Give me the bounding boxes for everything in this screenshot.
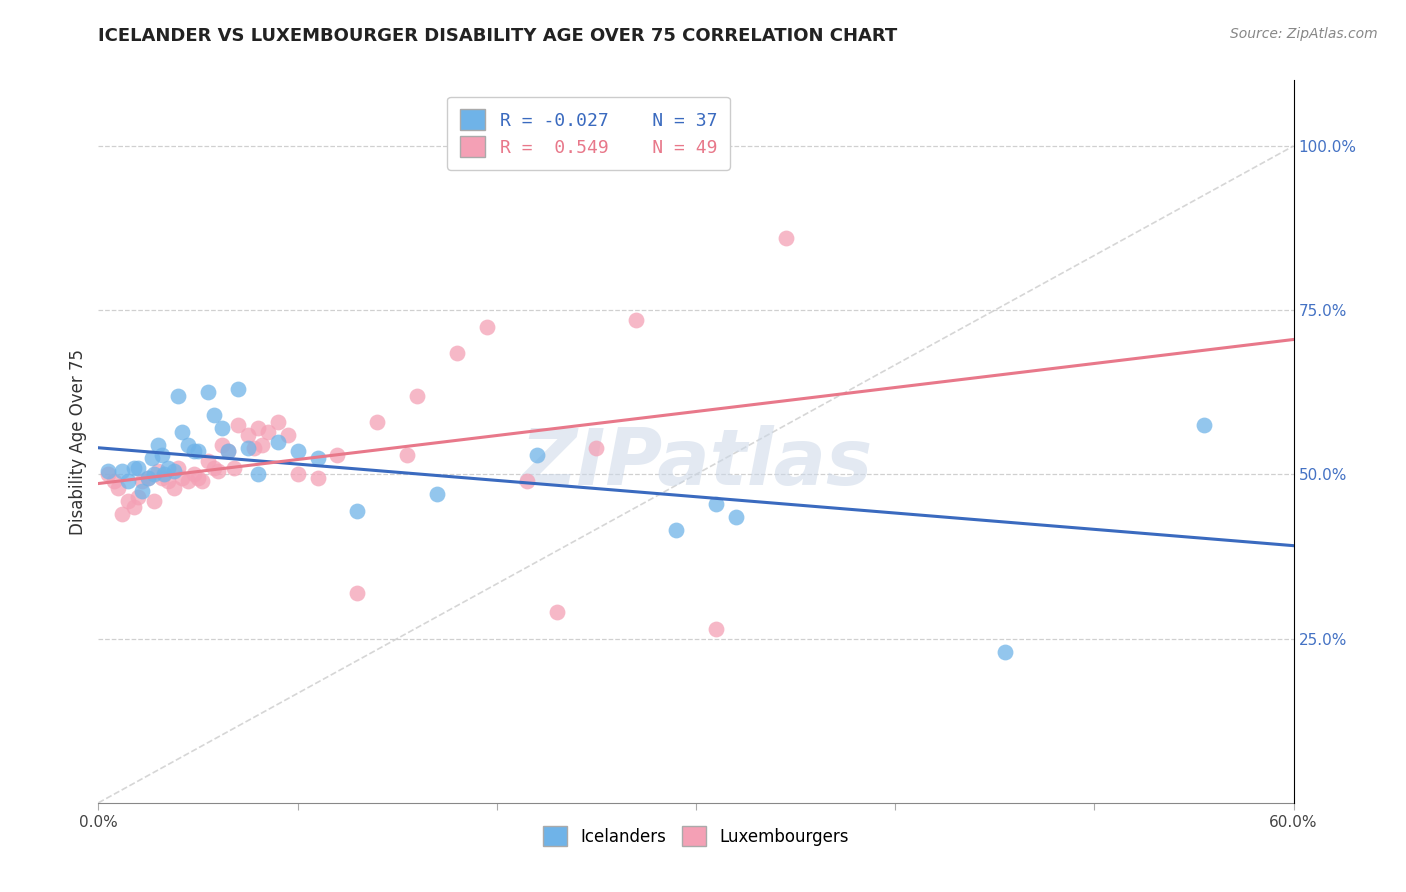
Point	[516, 474, 538, 488]
Point	[197, 385, 219, 400]
Point	[236, 441, 259, 455]
Point	[197, 454, 219, 468]
Point	[103, 474, 125, 488]
Point	[267, 434, 290, 449]
Point	[222, 460, 245, 475]
Point	[426, 487, 449, 501]
Point	[211, 438, 233, 452]
Point	[167, 460, 190, 475]
Point	[346, 503, 368, 517]
Point	[131, 474, 153, 488]
Point	[724, 510, 747, 524]
Point	[406, 388, 429, 402]
Point	[177, 474, 200, 488]
Point	[236, 428, 259, 442]
Legend: Icelanders, Luxembourgers: Icelanders, Luxembourgers	[537, 820, 855, 852]
Point	[111, 507, 134, 521]
Point	[202, 460, 225, 475]
Text: ZIPatlas: ZIPatlas	[520, 425, 872, 501]
Point	[150, 471, 173, 485]
Point	[127, 460, 149, 475]
Text: Source: ZipAtlas.com: Source: ZipAtlas.com	[1230, 27, 1378, 41]
Point	[246, 467, 269, 482]
Point	[243, 441, 266, 455]
Point	[775, 231, 797, 245]
Point	[177, 438, 200, 452]
Point	[150, 448, 173, 462]
Point	[250, 438, 273, 452]
Point	[117, 474, 139, 488]
Point	[994, 645, 1017, 659]
Point	[217, 444, 239, 458]
Point	[366, 415, 388, 429]
Point	[191, 474, 214, 488]
Point	[163, 464, 186, 478]
Point	[202, 409, 225, 423]
Point	[326, 448, 349, 462]
Point	[131, 483, 153, 498]
Point	[585, 441, 607, 455]
Point	[183, 444, 205, 458]
Point	[307, 471, 329, 485]
Point	[267, 415, 290, 429]
Y-axis label: Disability Age Over 75: Disability Age Over 75	[69, 349, 87, 534]
Point	[226, 418, 249, 433]
Point	[172, 425, 194, 439]
Point	[141, 450, 163, 465]
Point	[111, 464, 134, 478]
Point	[217, 444, 239, 458]
Point	[153, 467, 176, 482]
Point	[246, 421, 269, 435]
Point	[187, 444, 209, 458]
Point	[346, 585, 368, 599]
Point	[277, 428, 299, 442]
Point	[124, 460, 146, 475]
Point	[287, 444, 309, 458]
Point	[256, 425, 278, 439]
Point	[148, 438, 170, 452]
Point	[704, 497, 727, 511]
Point	[143, 467, 166, 482]
Point	[211, 421, 233, 435]
Point	[287, 467, 309, 482]
Point	[626, 313, 648, 327]
Point	[1192, 418, 1215, 433]
Point	[475, 319, 498, 334]
Point	[163, 481, 186, 495]
Point	[136, 471, 159, 485]
Point	[148, 464, 170, 478]
Point	[157, 474, 180, 488]
Point	[183, 467, 205, 482]
Point	[546, 605, 568, 619]
Point	[665, 523, 688, 537]
Point	[97, 467, 120, 482]
Point	[136, 471, 159, 485]
Point	[446, 346, 468, 360]
Point	[124, 500, 146, 515]
Point	[157, 460, 180, 475]
Point	[207, 464, 229, 478]
Point	[226, 382, 249, 396]
Point	[117, 493, 139, 508]
Point	[396, 448, 419, 462]
Point	[704, 622, 727, 636]
Point	[107, 481, 129, 495]
Point	[143, 493, 166, 508]
Point	[127, 491, 149, 505]
Point	[526, 448, 548, 462]
Point	[97, 464, 120, 478]
Point	[167, 388, 190, 402]
Text: ICELANDER VS LUXEMBOURGER DISABILITY AGE OVER 75 CORRELATION CHART: ICELANDER VS LUXEMBOURGER DISABILITY AGE…	[98, 27, 897, 45]
Point	[307, 450, 329, 465]
Point	[187, 471, 209, 485]
Point	[172, 471, 194, 485]
